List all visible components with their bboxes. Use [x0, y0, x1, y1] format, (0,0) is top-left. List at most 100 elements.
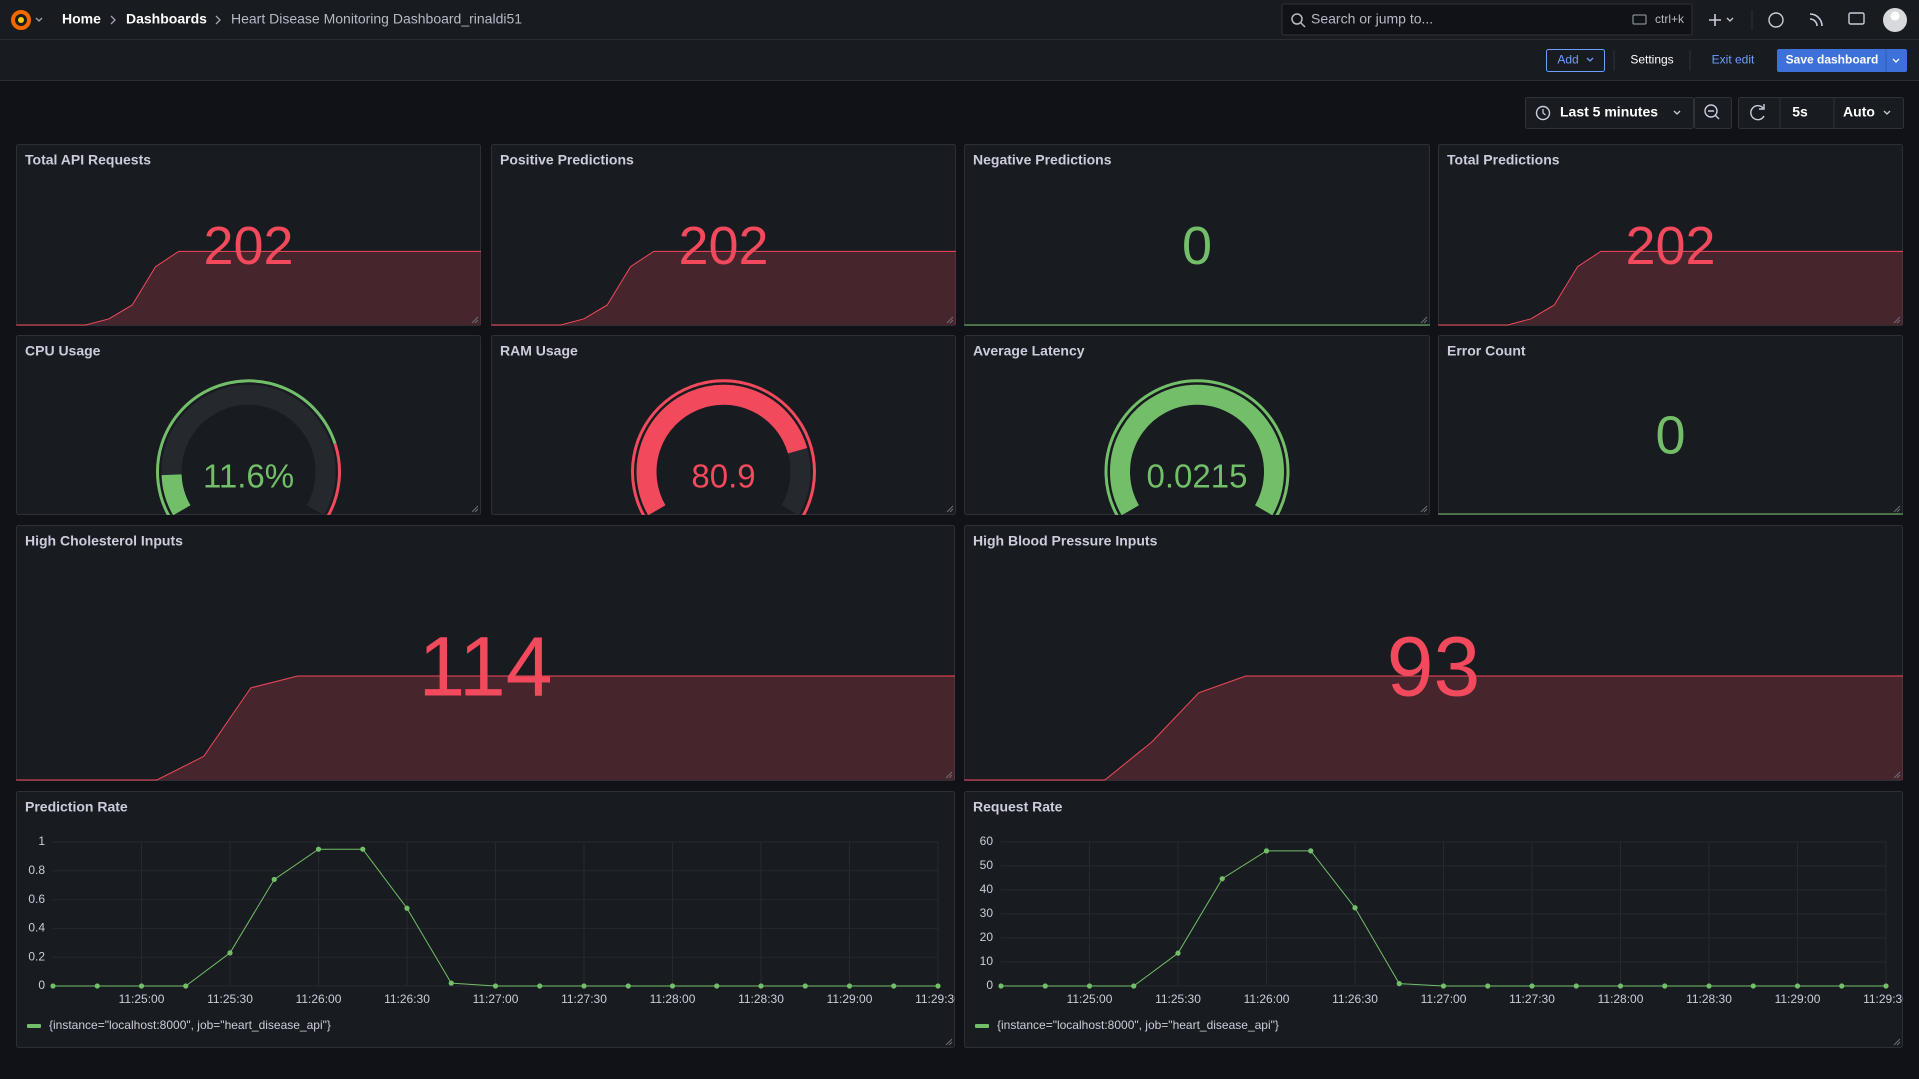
logo-ring — [11, 10, 31, 30]
panel[interactable]: CPU Usage 11.6% — [16, 335, 481, 518]
time-range-picker[interactable]: Last 5 minutes — [1525, 97, 1694, 129]
panel[interactable]: Error Count 0 — [1438, 335, 1903, 515]
exit-edit-button[interactable]: Exit edit — [1712, 53, 1755, 67]
settings-button[interactable]: Settings — [1630, 53, 1673, 67]
panel-frame — [16, 144, 481, 326]
logo-core — [18, 17, 24, 23]
stat-value: 0 — [1655, 406, 1685, 466]
data-point — [537, 983, 543, 989]
caret — [1726, 17, 1734, 22]
refresh-picker[interactable]: 5s Auto — [1738, 97, 1904, 129]
panel[interactable]: Positive Predictions 202 — [491, 144, 956, 326]
add-button[interactable]: Add — [1546, 49, 1605, 72]
panel[interactable]: RAM Usage 80.9 — [491, 335, 956, 518]
resize-handle — [1893, 316, 1901, 324]
data-point — [1440, 983, 1447, 989]
y-tick-label: 0 — [986, 978, 993, 992]
panel-frame — [16, 335, 481, 515]
data-point — [1263, 848, 1270, 854]
sparkline-area — [16, 676, 955, 780]
search-box[interactable]: Search or jump to... ctrl+k — [1281, 3, 1693, 36]
x-tick-label: 11:27:00 — [473, 992, 519, 1006]
stat-value: 0 — [1182, 216, 1212, 276]
data-point — [94, 983, 100, 989]
data-point — [891, 983, 897, 989]
x-tick-label: 11:29:00 — [827, 992, 873, 1006]
resize-handle — [946, 505, 954, 513]
button-frame — [1777, 49, 1907, 72]
data-point — [935, 983, 941, 989]
time-range: Last 5 minutes — [1560, 104, 1658, 120]
search-field — [1281, 3, 1693, 36]
refresh-interval: 5s — [1792, 104, 1808, 120]
data-point — [714, 983, 720, 989]
panel[interactable]: Prediction Rate 0 0.2 0.4 0.6 0.8 1 11:25:00 11:… — [16, 791, 962, 1048]
data-point — [1839, 983, 1845, 989]
data-point — [1529, 983, 1535, 989]
caret — [1586, 57, 1594, 62]
stat-value: 202 — [678, 216, 768, 276]
gauge-threshold — [1104, 379, 1290, 515]
plus-icon — [1709, 14, 1721, 26]
kiosk-icon[interactable] — [1848, 12, 1865, 25]
panel-title: Request Rate — [973, 799, 1063, 815]
panel[interactable]: Request Rate 0 10 20 30 40 50 60 11:25:00 11:25:3… — [964, 791, 1910, 1048]
y-tick-label: 1 — [38, 834, 45, 848]
save-button[interactable]: Save dashboard — [1777, 49, 1907, 72]
resize-handle — [1420, 505, 1428, 513]
y-tick-label: 60 — [980, 834, 994, 848]
panel[interactable]: Average Latency 0.0215 — [964, 335, 1430, 518]
x-tick-label: 11:26:00 — [296, 992, 342, 1006]
help-icon[interactable] — [1768, 12, 1784, 28]
breadcrumb-home[interactable]: Home — [62, 11, 101, 27]
x-tick-label: 11:26:30 — [1332, 992, 1378, 1006]
chevron — [110, 15, 116, 25]
sparkline — [491, 250, 956, 326]
breadcrumb-dashboards[interactable]: Dashboards — [126, 11, 207, 27]
panel-title: RAM Usage — [500, 343, 578, 359]
data-point — [581, 983, 587, 989]
sparkline — [16, 250, 481, 326]
x-tick-label: 11:25:00 — [1067, 992, 1113, 1006]
panel[interactable]: Total Predictions 202 — [1438, 144, 1903, 326]
gauge-threshold — [631, 379, 816, 515]
gauge-value: 0.0215 — [1147, 458, 1248, 495]
refresh-icon — [1759, 104, 1765, 110]
zoom-out-button[interactable] — [1694, 97, 1732, 129]
search-icon — [1291, 13, 1303, 25]
gauge-threshold — [156, 379, 337, 515]
panel-frame — [964, 335, 1430, 515]
button-frame — [1694, 97, 1732, 129]
search-placeholder: Search or jump to... — [1311, 11, 1433, 27]
x-tick-label: 11:27:30 — [561, 992, 607, 1006]
data-point — [669, 983, 676, 989]
clock-icon — [1535, 105, 1551, 121]
x-tick-label: 11:29:30 — [1863, 992, 1909, 1006]
panel[interactable]: High Blood Pressure Inputs 93 — [964, 525, 1903, 781]
panel[interactable]: Negative Predictions 0 — [964, 144, 1430, 326]
x-tick-label: 11:26:00 — [1244, 992, 1290, 1006]
data-point — [1883, 983, 1889, 989]
data-point — [1662, 983, 1668, 989]
new-menu[interactable] — [1709, 14, 1734, 26]
panel-title: Average Latency — [973, 343, 1085, 359]
panel[interactable]: Total API Requests 202 — [16, 144, 481, 326]
data-point — [227, 950, 233, 956]
panel-title: Prediction Rate — [25, 799, 128, 815]
data-point — [802, 983, 808, 989]
panel-title: Error Count — [1447, 343, 1526, 359]
grafana-logo[interactable] — [11, 10, 43, 30]
data-point — [1308, 848, 1314, 854]
gauge-fill — [1110, 384, 1284, 515]
y-tick-label: 0.8 — [28, 863, 45, 877]
panel[interactable]: High Cholesterol Inputs 114 — [16, 525, 955, 781]
news-icon[interactable] — [1809, 13, 1823, 27]
zoom-icon — [1704, 104, 1718, 118]
data-point — [1086, 983, 1093, 989]
data-point — [492, 983, 499, 989]
gauge-fill — [161, 473, 191, 515]
y-tick-label: 50 — [980, 858, 994, 872]
button-label: Save dashboard — [1786, 53, 1879, 67]
data-point — [1352, 905, 1358, 911]
panel-title: High Blood Pressure Inputs — [973, 533, 1158, 549]
